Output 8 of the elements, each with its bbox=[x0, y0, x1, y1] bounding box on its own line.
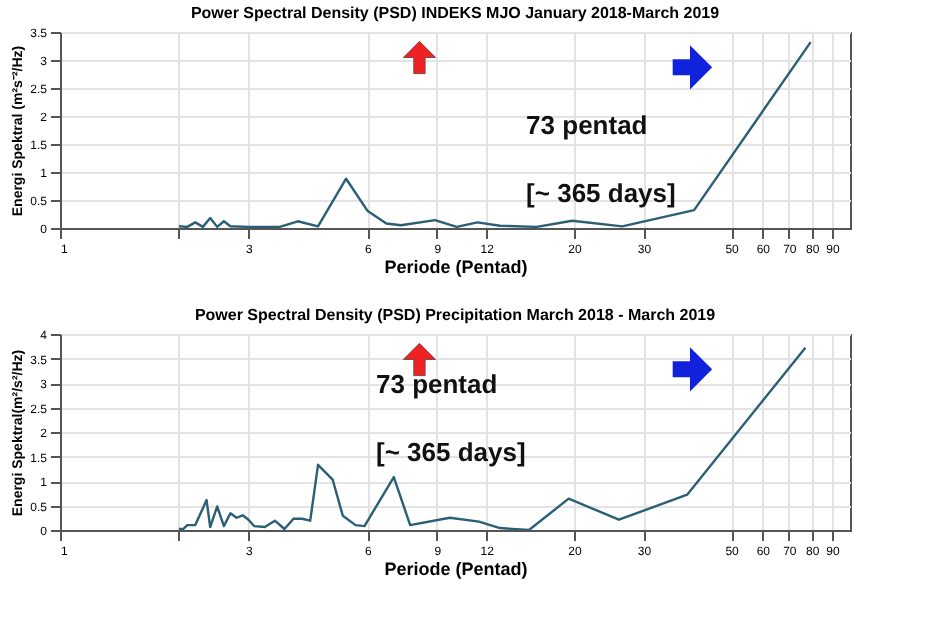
annotation: [~ 365 days] bbox=[376, 437, 526, 468]
chart-title: Power Spectral Density (PSD) Precipitation March 2018 - March 2019 bbox=[194, 306, 717, 324]
annotation: 73 pentad bbox=[526, 110, 648, 141]
chart-title: Power Spectral Density (PSD) INDEKS MJO January 2018-March 2019 bbox=[190, 4, 721, 22]
x-axis-title: Periode (Pentad) bbox=[384, 559, 528, 579]
x-axis-title: Periode (Pentad) bbox=[384, 257, 528, 277]
annotation: 73 pentad bbox=[376, 369, 498, 400]
annotation: [~ 365 days] bbox=[526, 178, 676, 209]
